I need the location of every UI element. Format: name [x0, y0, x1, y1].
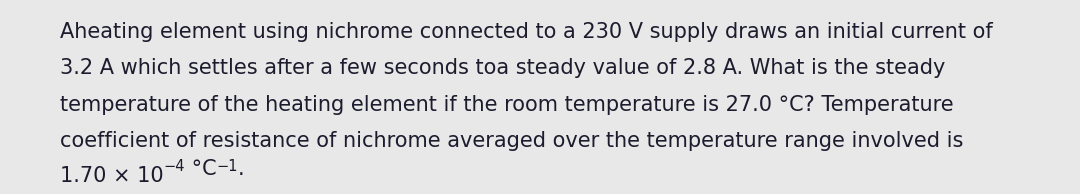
Text: 1.70 × 10: 1.70 × 10	[60, 166, 164, 186]
Text: °C: °C	[185, 159, 217, 179]
Text: temperature of the heating element if the room temperature is 27.0 °C? Temperatu: temperature of the heating element if th…	[60, 95, 954, 115]
Text: 3.2 A which settles after a few seconds toa steady value of 2.8 A. What is the s: 3.2 A which settles after a few seconds …	[60, 58, 945, 78]
Text: Aheating element using nichrome connected to a 230 V supply draws an initial cur: Aheating element using nichrome connecte…	[60, 22, 993, 42]
Text: coefficient of resistance of nichrome averaged over the temperature range involv: coefficient of resistance of nichrome av…	[60, 131, 963, 151]
Text: −4: −4	[164, 159, 185, 174]
Text: −1: −1	[217, 159, 239, 174]
Text: .: .	[239, 159, 245, 179]
